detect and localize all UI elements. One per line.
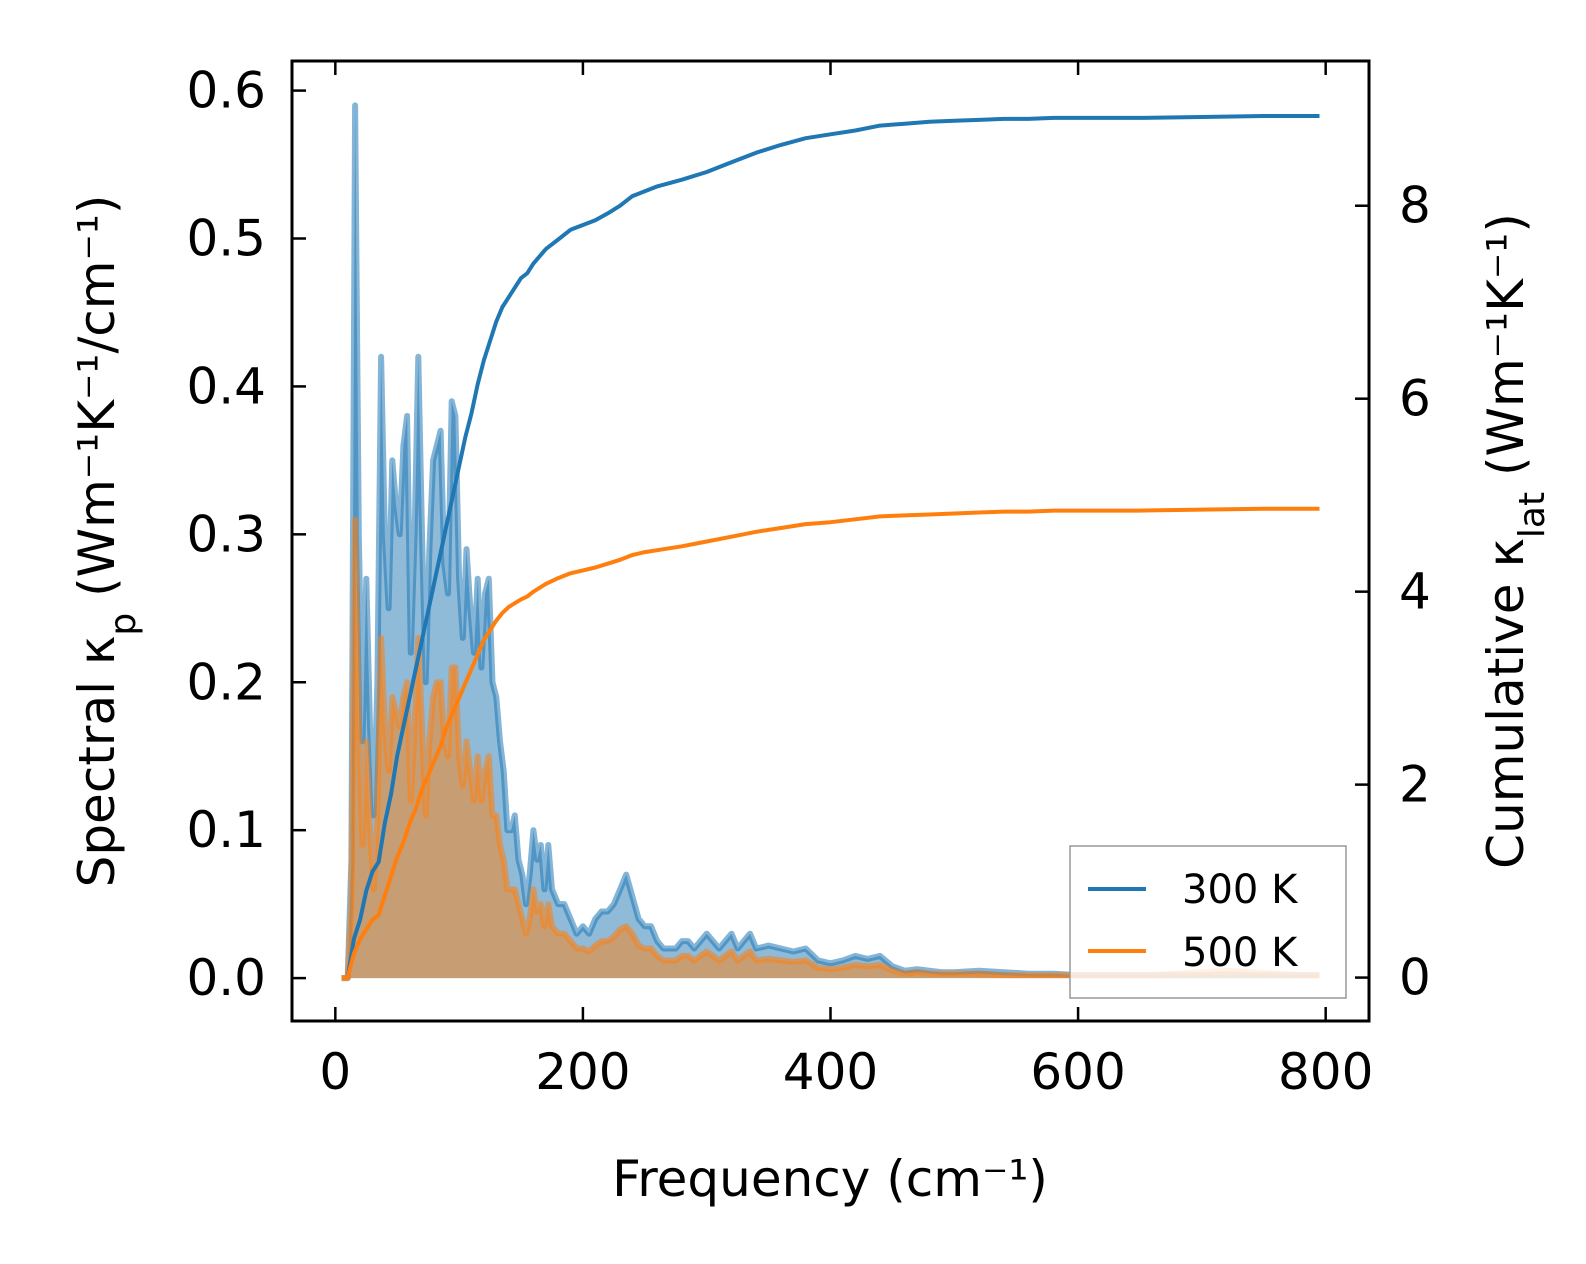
left-y-tick-label: 0.1 [186, 801, 266, 859]
cumulative-line-500k [341, 506, 1320, 980]
left-y-tick-label: 0.0 [186, 949, 266, 1007]
x-tick-label: 800 [1278, 1043, 1373, 1101]
left-y-tick-label: 0.4 [186, 357, 266, 415]
legend-label-300k: 300 K [1182, 867, 1299, 913]
left-y-tick-label: 0.3 [186, 505, 266, 563]
right-y-axis-title: Cumulative κlat (Wm⁻¹K⁻¹) [1477, 213, 1553, 869]
x-tick-label: 400 [783, 1043, 878, 1101]
x-tick-label: 0 [319, 1043, 351, 1101]
right-y-tick-label: 6 [1399, 370, 1431, 428]
spectral-300k-outline [341, 102, 1320, 982]
left-y-axis-title: Spectral κp (Wm⁻¹K⁻¹/cm⁻¹) [68, 195, 144, 888]
right-y-tick-label: 0 [1399, 949, 1431, 1007]
legend: 300 K 500 K [1069, 845, 1347, 999]
x-axis-title: Frequency (cm⁻¹) [612, 1150, 1048, 1208]
spectral-500k-area [341, 519, 1320, 979]
right-y-tick-label: 4 [1399, 563, 1431, 621]
spectral-fills [341, 102, 1320, 982]
x-tick-label: 600 [1030, 1043, 1125, 1101]
axis-ticks: 0 200 400 600 800 0.0 0.1 0.2 0.3 0.4 0.5 0.6 0 2 4 6 8 [186, 61, 1431, 1101]
left-y-tick-label: 0.6 [186, 62, 266, 120]
spectral-500k-outline [341, 516, 1320, 982]
right-y-tick-label: 8 [1399, 177, 1431, 235]
right-y-tick-label: 2 [1399, 756, 1431, 814]
legend-box [1069, 845, 1347, 999]
left-y-tick-label: 0.2 [186, 653, 266, 711]
legend-label-500k: 500 K [1182, 930, 1299, 976]
x-tick-label: 200 [535, 1043, 630, 1101]
cumulative-lines [341, 114, 1320, 980]
cumulative-line-300k [341, 114, 1320, 980]
left-y-tick-label: 0.5 [186, 210, 266, 268]
